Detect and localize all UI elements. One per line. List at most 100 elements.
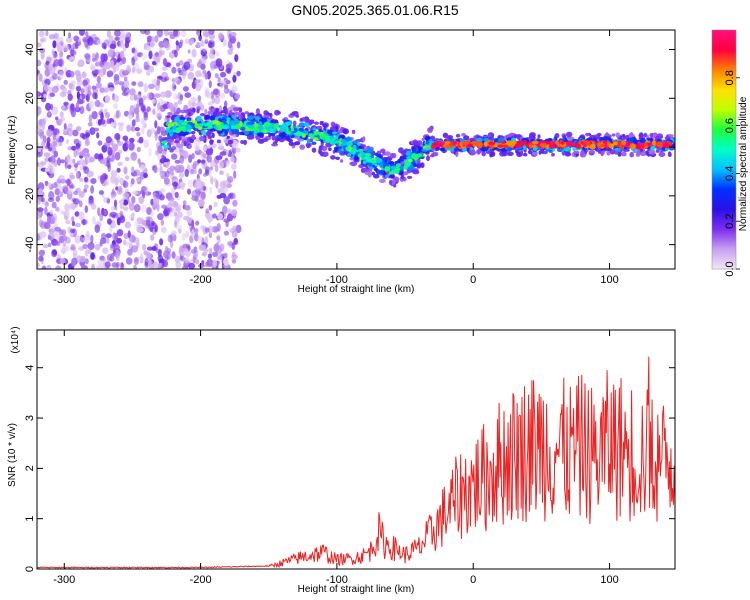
spectrogram-cell xyxy=(122,192,130,199)
spectrogram-cell xyxy=(201,159,206,164)
spectrogram-cell xyxy=(223,115,228,119)
spectrogram-cell xyxy=(146,129,152,138)
spectrogram-cell xyxy=(207,101,213,106)
spectrogram-cell xyxy=(232,75,237,83)
spectrogram-cell xyxy=(182,150,189,160)
spectrogram-cell xyxy=(185,243,191,250)
spectrogram-cell xyxy=(234,93,241,100)
spectrogram-cell xyxy=(82,148,90,154)
spectrogram-cell xyxy=(330,121,336,127)
spectrogram-cell xyxy=(96,39,102,45)
spectrogram-cell xyxy=(184,257,190,264)
spectrogram-cell xyxy=(340,138,347,143)
spectrogram-cell xyxy=(82,166,88,171)
spectrogram-cell xyxy=(131,245,138,253)
spectrogram-cell xyxy=(109,211,117,218)
spectrogram-cell xyxy=(196,108,200,114)
spectrogram-cell xyxy=(87,84,92,92)
spectrogram-cell xyxy=(531,144,537,149)
spectrogram-cell xyxy=(77,99,84,105)
spectrogram-cell xyxy=(59,257,66,265)
spectrogram-cell xyxy=(453,147,459,152)
spectrogram-cell xyxy=(231,242,236,250)
spectrogram-cell xyxy=(99,240,103,247)
spectrogram-cell xyxy=(345,137,352,142)
spectrogram-cell xyxy=(621,139,626,146)
spectrogram-cell xyxy=(51,201,57,209)
spectrogram-cell xyxy=(312,127,317,131)
spectrogram-cell xyxy=(416,163,422,169)
spectrogram-cell xyxy=(99,87,105,93)
spectrogram-cell xyxy=(231,209,238,217)
spectrogram-cell xyxy=(110,206,115,211)
spectrogram-cell xyxy=(67,32,72,39)
spectrogram-cell xyxy=(42,244,49,248)
spectrogram-cell xyxy=(470,150,477,155)
spectrogram-cell xyxy=(58,209,64,214)
spectrogram-cell xyxy=(329,140,337,145)
spectrogram-cell xyxy=(117,122,125,127)
spectrogram-cell xyxy=(163,40,170,48)
spectrogram-cell xyxy=(298,127,305,132)
spectrogram-cell xyxy=(53,59,61,67)
spectrogram-cell xyxy=(613,141,618,146)
spectrogram-cell xyxy=(158,171,163,177)
spectrogram-cell xyxy=(311,141,317,145)
spectrogram-cell xyxy=(214,164,219,173)
spectrogram-cell xyxy=(329,135,334,140)
spectrogram-cell xyxy=(126,124,131,132)
spectrogram-cell xyxy=(137,94,141,100)
spectrogram-cell xyxy=(137,256,144,262)
snr-xlabel: Height of straight line (km) xyxy=(298,584,415,595)
spectrogram-cell xyxy=(61,104,65,110)
spectrogram-cell xyxy=(338,148,342,154)
spectrogram-cell xyxy=(366,169,373,173)
spectrogram-cell xyxy=(233,237,238,245)
spectrogram-cell xyxy=(146,106,151,112)
spectrogram-cell xyxy=(71,216,75,222)
spectrogram-cell xyxy=(503,144,509,149)
spectrogram-cell xyxy=(226,182,232,189)
spectrogram-cell xyxy=(48,165,53,175)
spectrogram-cell xyxy=(163,177,170,185)
spectrogram-cell xyxy=(51,106,59,116)
spectrogram-cell xyxy=(151,246,157,251)
spectrogram-cell xyxy=(153,164,158,174)
spectrogram-cell xyxy=(146,35,153,43)
spectrogram-cell xyxy=(194,259,200,265)
spectrogram-cell xyxy=(187,188,191,195)
spectrogram-cell xyxy=(229,120,235,127)
spectrogram-cell xyxy=(136,146,141,153)
spectrogram-cell xyxy=(216,235,221,241)
spectrogram-cell xyxy=(156,30,163,38)
spectrogram-cell xyxy=(107,146,113,156)
spectrogram-cell xyxy=(44,206,48,215)
spectrogram-cell xyxy=(69,228,76,234)
snr-ylabel: SNR (10 * v/v) xyxy=(7,423,18,487)
spectrogram-cell xyxy=(105,237,110,245)
spectrogram-cell xyxy=(163,250,169,259)
spectrogram-cell xyxy=(148,50,153,60)
spectrogram-cell xyxy=(46,141,51,148)
spectrogram-cell xyxy=(71,220,76,227)
spectrogram-cell xyxy=(643,132,647,138)
spectrogram-cell xyxy=(137,158,141,165)
spectrogram-cell xyxy=(330,155,336,160)
spectrogram-cell xyxy=(639,151,647,157)
spectrogram-cell xyxy=(118,81,125,86)
spectrogram-cell xyxy=(608,143,615,149)
spectrogram-cell xyxy=(274,109,280,116)
spectrogram-cell xyxy=(174,220,177,228)
spectrogram-cell xyxy=(284,121,291,126)
spectrogram-cell xyxy=(130,151,138,161)
spectrogram-cell xyxy=(70,257,77,267)
spectrogram-cell xyxy=(167,123,171,129)
spectrogram-cell xyxy=(179,39,184,45)
spectrogram-cell xyxy=(136,217,143,225)
spectrogram-cell xyxy=(427,127,433,133)
spectrogram-cell xyxy=(170,122,175,127)
spectrogram-cell xyxy=(67,93,73,102)
spectrogram-cell xyxy=(72,249,78,259)
spectrogram-cell xyxy=(406,156,413,160)
